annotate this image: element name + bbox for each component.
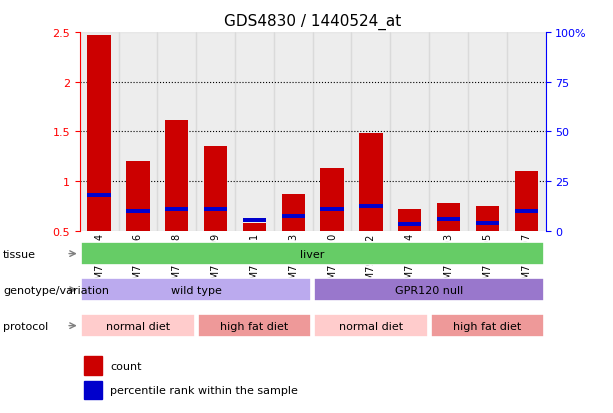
Bar	[243, 218, 266, 222]
FancyBboxPatch shape	[82, 315, 194, 337]
Bar	[429, 33, 468, 231]
Bar	[351, 33, 390, 231]
Bar	[468, 33, 507, 231]
Text: normal diet: normal diet	[339, 321, 403, 331]
Text: genotype/variation: genotype/variation	[3, 285, 109, 295]
Text: wild type: wild type	[171, 285, 221, 295]
Bar	[514, 172, 538, 231]
Bar	[88, 36, 111, 231]
Bar	[88, 194, 111, 197]
Bar	[507, 33, 546, 231]
Bar	[390, 33, 429, 231]
Bar	[476, 222, 499, 225]
Bar	[313, 33, 351, 231]
FancyBboxPatch shape	[314, 279, 544, 301]
Bar	[126, 210, 150, 213]
Text: count: count	[110, 361, 142, 371]
Text: high fat diet: high fat diet	[220, 321, 289, 331]
Bar	[204, 208, 227, 211]
Bar	[85, 381, 102, 399]
FancyBboxPatch shape	[198, 315, 311, 337]
FancyBboxPatch shape	[314, 315, 427, 337]
Text: normal diet: normal diet	[106, 321, 170, 331]
Bar	[118, 33, 158, 231]
Bar	[165, 120, 188, 231]
Bar	[196, 33, 235, 231]
Bar	[85, 356, 102, 375]
Bar	[437, 218, 460, 221]
Bar	[80, 33, 118, 231]
Text: percentile rank within the sample: percentile rank within the sample	[110, 385, 298, 395]
Text: GPR120 null: GPR120 null	[395, 285, 463, 295]
Bar	[235, 33, 274, 231]
Bar	[126, 162, 150, 231]
Bar	[274, 33, 313, 231]
Bar	[359, 134, 383, 231]
Text: protocol: protocol	[3, 321, 48, 331]
FancyBboxPatch shape	[82, 243, 544, 265]
Bar	[165, 208, 188, 211]
Bar	[514, 210, 538, 213]
Bar	[359, 205, 383, 208]
FancyBboxPatch shape	[82, 279, 311, 301]
Bar	[281, 195, 305, 231]
Text: high fat diet: high fat diet	[453, 321, 522, 331]
Title: GDS4830 / 1440524_at: GDS4830 / 1440524_at	[224, 14, 402, 30]
Bar	[476, 206, 499, 231]
Bar	[281, 215, 305, 218]
Bar	[398, 209, 421, 231]
Text: liver: liver	[300, 249, 325, 259]
Bar	[398, 223, 421, 226]
Bar	[243, 223, 266, 231]
Bar	[204, 147, 227, 231]
Bar	[321, 208, 344, 211]
Bar	[158, 33, 196, 231]
Bar	[321, 169, 344, 231]
Text: tissue: tissue	[3, 249, 36, 259]
Bar	[437, 204, 460, 231]
FancyBboxPatch shape	[431, 315, 544, 337]
